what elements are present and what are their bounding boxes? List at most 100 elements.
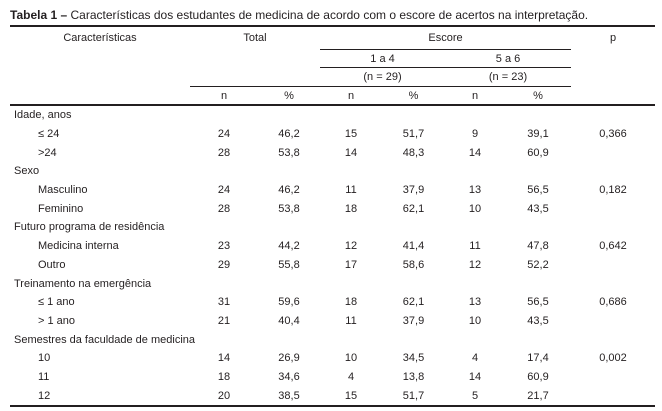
header-spacer xyxy=(190,67,320,87)
group2-pct-value: 56,5 xyxy=(527,184,549,197)
p-value xyxy=(571,256,655,275)
total-pct-value: 26,9 xyxy=(278,352,300,365)
section-label: Semestres da faculdade de medicina xyxy=(14,333,195,346)
data-row: > 1 ano 21 40,4 11 37,9 10 43,5 xyxy=(10,312,655,331)
total-pct-value: 59,6 xyxy=(278,296,300,309)
total-pct-value: 53,8 xyxy=(278,202,300,215)
row-label: Masculino xyxy=(38,184,88,197)
total-n-value: 23 xyxy=(217,240,231,253)
header-group1-n-col: n xyxy=(320,86,382,106)
p-value: 0,642 xyxy=(599,240,627,253)
group1-pct-value: 37,9 xyxy=(402,314,425,327)
row-label: 11 xyxy=(38,370,50,383)
group1-pct-value: 62,1 xyxy=(402,296,425,309)
group2-n-value: 4 xyxy=(471,352,479,365)
total-pct-value: 44,2 xyxy=(278,240,300,253)
header-spacer xyxy=(571,50,655,68)
row-label: Medicina interna xyxy=(38,240,119,253)
group2-n-value: 13 xyxy=(468,184,482,197)
p-value: 0,002 xyxy=(599,352,627,365)
section-label: Idade, anos xyxy=(14,109,72,122)
header-group2-n: (n = 23) xyxy=(445,67,571,87)
group1-n-value: 11 xyxy=(345,184,357,197)
header-row-4: n % n % n % xyxy=(10,86,655,106)
total-pct-value: 53,8 xyxy=(278,146,300,159)
header-group1-pct-col: % xyxy=(382,86,445,106)
header-row-2: 1 a 4 5 a 6 xyxy=(10,49,655,68)
group1-pct-value: 58,6 xyxy=(402,258,425,271)
group1-pct-value: 37,9 xyxy=(402,184,425,197)
header-spacer xyxy=(571,68,655,87)
header-group1-n: (n = 29) xyxy=(320,67,445,87)
group1-pct-value: 34,5 xyxy=(402,352,425,365)
total-pct-value: 46,2 xyxy=(278,128,300,141)
group1-pct-value: 48,3 xyxy=(402,146,425,159)
group1-pct-value: 51,7 xyxy=(382,386,445,407)
total-n-value: 24 xyxy=(217,184,231,197)
row-label: Outro xyxy=(38,258,66,271)
total-pct-value: 55,8 xyxy=(278,258,300,271)
section-row: Semestres da faculdade de medicina xyxy=(10,330,655,349)
header-total: Total xyxy=(243,32,267,45)
group2-pct-value: 21,7 xyxy=(505,386,571,407)
group2-pct-value: 17,4 xyxy=(527,352,549,365)
header-group2-pct-col: % xyxy=(505,86,571,106)
total-n-value: 21 xyxy=(217,314,231,327)
total-pct-value: 34,6 xyxy=(278,370,300,383)
group1-pct-value: 62,1 xyxy=(402,202,425,215)
row-label: 12 xyxy=(10,386,190,407)
header-spacer xyxy=(571,86,655,106)
data-row: Masculino 24 46,2 11 37,9 13 56,5 0,182 xyxy=(10,181,655,200)
group1-n-value: 18 xyxy=(344,296,358,309)
group2-n-value: 13 xyxy=(468,296,482,309)
group2-n-value: 14 xyxy=(468,146,482,159)
table-header: Características Total Escore p 1 a 4 5 a… xyxy=(10,26,655,106)
group1-n-value: 17 xyxy=(344,258,358,271)
section-row: Treinamento na emergência xyxy=(10,274,655,293)
group2-pct-value: 43,5 xyxy=(527,202,549,215)
group1-n-value: 15 xyxy=(344,128,358,141)
group2-n-value: 11 xyxy=(469,240,481,253)
group2-n-value: 12 xyxy=(468,258,482,271)
total-n-value: 18 xyxy=(217,370,231,383)
table-title: Tabela 1 – Características dos estudante… xyxy=(10,8,655,22)
section-row: Sexo xyxy=(10,162,655,181)
data-row: 11 18 34,6 4 13,8 14 60,9 xyxy=(10,368,655,387)
p-value xyxy=(571,143,655,162)
p-value: 0,686 xyxy=(599,296,627,309)
header-spacer xyxy=(10,68,190,87)
header-total-n: n xyxy=(190,86,258,106)
data-row: ≤ 1 ano 31 59,6 18 62,1 13 56,5 0,686 xyxy=(10,293,655,312)
table-body: Idade, anos ≤ 24 24 46,2 15 51,7 9 39,1 0,366 >24… xyxy=(10,105,655,407)
group1-n-value: 18 xyxy=(344,202,358,215)
p-value: 0,182 xyxy=(599,184,627,197)
header-group2: 5 a 6 xyxy=(445,49,571,68)
p-value xyxy=(571,199,655,218)
group1-n-value: 4 xyxy=(347,370,355,383)
data-row: Medicina interna 23 44,2 12 41,4 11 47,8 0,642 xyxy=(10,237,655,256)
total-n-value: 29 xyxy=(217,258,231,271)
p-value xyxy=(571,312,655,331)
group1-n-value: 12 xyxy=(344,240,358,253)
group1-n-value: 15 xyxy=(320,386,382,407)
section-row: Futuro programa de residência xyxy=(10,218,655,237)
characteristics-table: Características Total Escore p 1 a 4 5 a… xyxy=(10,25,655,407)
table-caption: Características dos estudantes de medici… xyxy=(70,8,589,22)
header-spacer xyxy=(10,86,190,106)
group2-pct-value: 47,8 xyxy=(527,240,549,253)
header-total-pct: % xyxy=(258,86,320,106)
row-label: >24 xyxy=(38,146,57,159)
row-label: ≤ 24 xyxy=(38,128,60,141)
header-characteristics: Características xyxy=(63,32,137,45)
group1-pct-value: 41,4 xyxy=(402,240,425,253)
section-label: Sexo xyxy=(14,165,40,178)
group2-n-value: 10 xyxy=(468,314,482,327)
group2-n-value: 9 xyxy=(471,128,479,141)
p-value xyxy=(571,368,655,387)
total-n-value: 28 xyxy=(217,146,231,159)
data-row: 12 20 38,5 15 51,7 5 21,7 xyxy=(10,386,655,407)
row-label: Feminino xyxy=(38,202,84,215)
group1-n-value: 10 xyxy=(344,352,358,365)
total-pct-value: 38,5 xyxy=(258,386,320,407)
